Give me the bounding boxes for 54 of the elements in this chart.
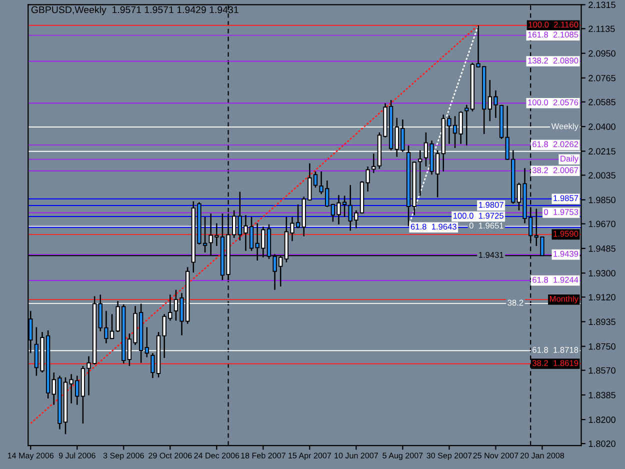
ref-line-label: Weekly bbox=[551, 123, 578, 131]
y-tick-label: 1.8385 bbox=[588, 392, 616, 398]
ref-line-label: 38.2 1.8619 bbox=[532, 360, 578, 366]
ref-line-label: 138.2 2.0890 bbox=[528, 58, 578, 64]
ref-line-label: Daily bbox=[560, 155, 578, 164]
x-tick-label: 29 Oct 2006 bbox=[148, 452, 192, 458]
ref-line-label: 1.9807 bbox=[478, 202, 504, 208]
y-tick-label: 1.8570 bbox=[588, 367, 616, 374]
x-tick-label: 3 Sep 2006 bbox=[103, 452, 144, 460]
y-tick-label: 1.8935 bbox=[588, 318, 616, 326]
y-tick-label: 2.0585 bbox=[588, 98, 616, 106]
ref-line-label: 100.0 2.0576 bbox=[528, 99, 578, 106]
ref-line-label: 161.8 2.1085 bbox=[528, 32, 578, 38]
y-tick-label: 1.8020 bbox=[588, 440, 616, 447]
ref-line-label: 61.8 1.8718 bbox=[532, 346, 578, 353]
annotation: 38.2 bbox=[508, 300, 524, 306]
x-tick-label: 18 Feb 2007 bbox=[241, 452, 286, 458]
y-tick-label: 1.9850 bbox=[588, 196, 616, 204]
ref-line-label: 1.9590 bbox=[554, 230, 578, 237]
y-tick-label: 1.9670 bbox=[588, 220, 616, 228]
y-tick-label: 2.0035 bbox=[588, 172, 616, 179]
y-tick-label: 1.9485 bbox=[588, 245, 616, 252]
ref-line-label: 1.9439 bbox=[554, 250, 578, 257]
ref-line-label: 0 1.9753 bbox=[544, 209, 578, 215]
x-tick-label: 9 Jul 2006 bbox=[58, 452, 96, 458]
chart-title: GBPUSD,Weekly 1.9571 1.9571 1.9429 1.9431 bbox=[31, 6, 238, 16]
y-tick-label: 2.1135 bbox=[588, 26, 615, 32]
y-tick-label: 2.0400 bbox=[588, 124, 616, 130]
ref-line-label: 1.9431 bbox=[478, 252, 504, 258]
y-tick-label: 2.0765 bbox=[588, 74, 616, 82]
y-tick-label: 1.9120 bbox=[588, 294, 616, 300]
ref-line-label: 100.0 2.1160 bbox=[528, 22, 578, 28]
y-tick-label: 1.8750 bbox=[588, 343, 616, 350]
ref-line-label: 0 1.9651 bbox=[469, 222, 504, 229]
x-tick-label: 30 Sep 2007 bbox=[426, 452, 472, 460]
x-tick-label: 15 Apr 2007 bbox=[288, 452, 331, 460]
ref-line-label: 61.8 1.9643 bbox=[410, 224, 456, 230]
x-tick-label: 25 Nov 2007 bbox=[473, 452, 518, 458]
y-tick-label: 2.1315 bbox=[588, 2, 616, 8]
ref-line-label: 61.8 1.9244 bbox=[532, 276, 578, 283]
y-tick-label: 1.8200 bbox=[588, 416, 616, 423]
y-tick-label: 2.0215 bbox=[588, 148, 616, 155]
ref-line-label: Monthly bbox=[550, 296, 578, 304]
ref-line-label: 1.9857 bbox=[554, 195, 578, 202]
ref-line-label: 100.0 1.9725 bbox=[453, 212, 504, 219]
x-tick-label: 24 Dec 2006 bbox=[194, 452, 240, 458]
ref-line-label: 61.8 2.0262 bbox=[532, 141, 578, 148]
x-tick-label: 14 May 2006 bbox=[8, 452, 54, 460]
x-tick-label: 5 Aug 2007 bbox=[382, 452, 423, 460]
x-tick-label: 20 Jan 2008 bbox=[520, 452, 564, 458]
y-tick-label: 1.9300 bbox=[588, 270, 616, 276]
ref-line-label: 38.2 2.0067 bbox=[532, 167, 578, 174]
x-tick-label: 10 Jun 2007 bbox=[334, 452, 378, 458]
y-tick-label: 2.0950 bbox=[588, 50, 616, 57]
